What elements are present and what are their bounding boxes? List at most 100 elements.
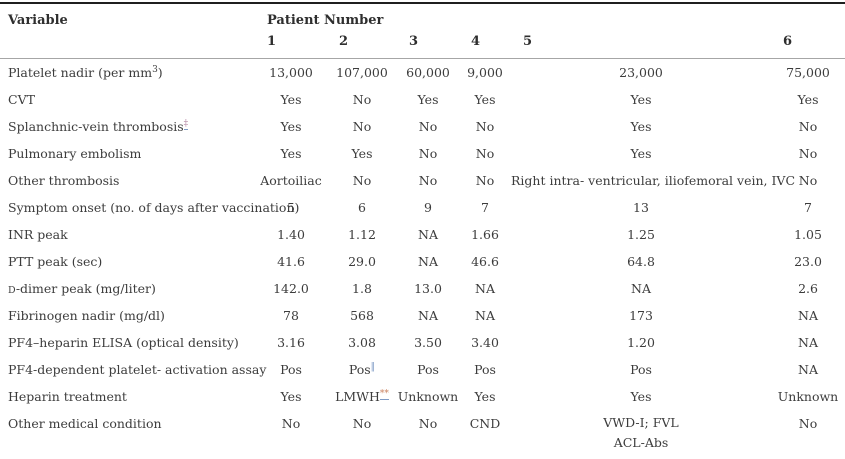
table-cell: 1.05 [794, 227, 822, 242]
table-cell: Yes [474, 389, 496, 404]
table-cell: 1.8 [352, 281, 372, 296]
table-cell: 41.6 [277, 254, 305, 269]
table-row: Symptom onset (no. of days after vaccina… [0, 194, 845, 221]
row-label-fibrinogen-nadir: Fibrinogen nadir (mg/dl) [8, 308, 165, 323]
row-label-cvt: CVT [8, 92, 35, 107]
table-cell: 3.16 [277, 335, 305, 350]
table-cell: 142.0 [273, 281, 309, 296]
smallcap-d: D [8, 285, 16, 296]
table-cell: 13.0 [414, 281, 442, 296]
table-cell: 173 [629, 308, 653, 323]
table-cell: Yes [630, 389, 652, 404]
table-cell: Unknown [777, 389, 839, 404]
table-cell: Aortoiliac [260, 173, 322, 188]
table-cell: 1.66 [471, 227, 499, 242]
table-row: D-dimer peak (mg/liter) 142.0 1.8 13.0 N… [0, 275, 845, 302]
table-header-row: Variable Patient Number [0, 3, 845, 32]
row-label-platelet-nadir: Platelet nadir (per mm3) [8, 64, 163, 80]
patient-col-header-3: 3 [397, 32, 459, 59]
table-cell: Unknown [397, 389, 459, 404]
table-cell: No [798, 119, 818, 134]
table-cell: 1.40 [277, 227, 305, 242]
table-cell: NA [475, 281, 495, 296]
table-cell: No [281, 416, 301, 431]
table-cell: Pos [417, 362, 439, 377]
table-cell: No [798, 173, 818, 188]
table-row: Other thrombosis Aortoiliac No No No Rig… [0, 167, 845, 194]
table-cell: Yes [797, 92, 819, 107]
row-label-splanchnic-vein-thrombosis: Splanchnic-vein thrombosis‡ [8, 118, 189, 134]
table-cell: NA [418, 254, 438, 269]
table-cell: No [352, 416, 372, 431]
table-cell: 13,000 [269, 65, 313, 80]
table-cell: VWD-I; FVL ACL-Abs [603, 415, 679, 450]
table-cell: 64.8 [627, 254, 655, 269]
column-header-patient-number: Patient Number [267, 13, 384, 28]
table-cell: Pos [280, 362, 302, 377]
row-label-inr-peak: INR peak [8, 227, 68, 242]
table-cell: No [418, 173, 438, 188]
row-label-pf4-activation-assay: PF4-dependent platelet- activation assay [8, 362, 267, 377]
table-cell: NA [475, 308, 495, 323]
table-cell: Yes [630, 92, 652, 107]
table-cell: No [352, 173, 372, 188]
table-cell: 78 [283, 308, 299, 323]
table-cell: No [798, 416, 818, 431]
row-label-pulmonary-embolism: Pulmonary embolism [8, 146, 142, 161]
patient-col-header-6: 6 [771, 32, 845, 59]
table-cell: Yes [417, 92, 439, 107]
table-cell: 60,000 [406, 65, 450, 80]
table-row: Splanchnic-vein thrombosis‡ Yes No No No… [0, 113, 845, 140]
table-cell: 9,000 [467, 65, 503, 80]
row-label-heparin-treatment: Heparin treatment [8, 389, 127, 404]
table-cell: No [418, 146, 438, 161]
patient-col-header-4: 4 [459, 32, 511, 59]
table-cell: No [418, 416, 438, 431]
table-cell: 7 [804, 200, 812, 215]
table-cell: NA [631, 281, 651, 296]
column-header-variable: Variable [8, 13, 68, 28]
table-cell: 75,000 [786, 65, 830, 80]
table-row: CVT Yes No Yes Yes Yes Yes [0, 86, 845, 113]
table-cell: 568 [350, 308, 374, 323]
patient-col-header-5: 5 [511, 32, 771, 59]
table-cell: No [418, 119, 438, 134]
table-cell: Pos [630, 362, 652, 377]
row-label-pf4-heparin-elisa: PF4–heparin ELISA (optical density) [8, 335, 239, 350]
table-cell: 23,000 [619, 65, 663, 80]
table-row: Other medical condition No No No CND VWD… [0, 410, 845, 459]
table-cell: 3.08 [348, 335, 376, 350]
table-row: PF4-dependent platelet- activation assay… [0, 356, 845, 383]
superscript-3: 3 [152, 64, 158, 75]
row-label-other-thrombosis: Other thrombosis [8, 173, 120, 188]
patient-number-row: 1 2 3 4 5 6 [0, 32, 845, 59]
table-cell: NA [798, 362, 818, 377]
footnote-link-parallels[interactable]: ‖ [370, 361, 376, 372]
table-cell: No [352, 92, 372, 107]
table-cell: 3.50 [414, 335, 442, 350]
table-cell: 46.6 [471, 254, 499, 269]
table-cell: CND [469, 416, 501, 431]
row-label-ptt-peak: PTT peak (sec) [8, 254, 103, 269]
footnote-link-double-asterisk[interactable]: ** [379, 388, 389, 400]
table-cell: NA [798, 308, 818, 323]
table-cell: No [475, 173, 495, 188]
spacer-cell [0, 32, 255, 59]
table-cell: Yes [280, 389, 302, 404]
table-cell: Pos‖ [348, 361, 376, 377]
table-cell: Right intra- ventricular, iliofemoral ve… [511, 173, 796, 188]
table-cell: 29.0 [348, 254, 376, 269]
row-label-other-medical-condition: Other medical condition [8, 416, 162, 431]
table-cell: Yes [630, 119, 652, 134]
table-row: PTT peak (sec) 41.6 29.0 NA 46.6 64.8 23… [0, 248, 845, 275]
footnote-link-double-dagger[interactable]: ‡ [183, 118, 189, 130]
table-cell: 5 [287, 200, 295, 215]
table-cell: No [352, 119, 372, 134]
table-cell: 1.20 [627, 335, 655, 350]
table-cell: 107,000 [336, 65, 388, 80]
row-label-symptom-onset: Symptom onset (no. of days after vaccina… [8, 200, 300, 215]
table-cell: 3.40 [471, 335, 499, 350]
table-row: PF4–heparin ELISA (optical density) 3.16… [0, 329, 845, 356]
